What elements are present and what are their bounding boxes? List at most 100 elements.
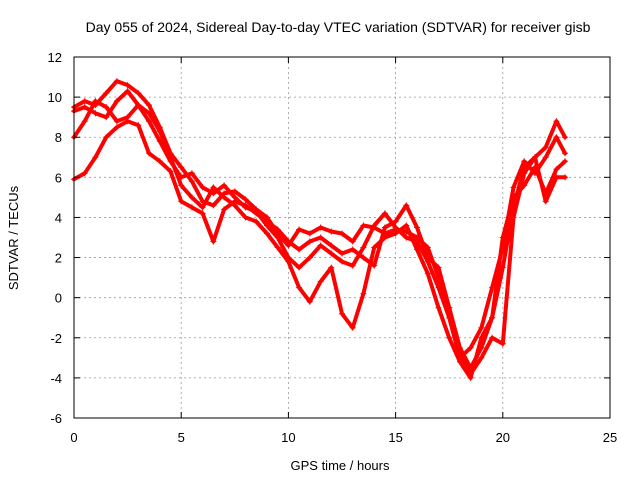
data-point-track-3 (562, 158, 568, 165)
data-point-track-3 (264, 230, 270, 237)
chart-title: Day 055 of 2024, Sidereal Day-to-day VTE… (86, 19, 591, 35)
data-point-track-3 (221, 194, 228, 201)
data-point-track-2 (339, 258, 345, 265)
data-point-track-3 (339, 310, 345, 317)
data-point-track-1 (113, 78, 120, 85)
data-point-track-4 (349, 246, 356, 253)
data-point-track-3 (435, 304, 442, 311)
data-point-track-2 (542, 154, 549, 161)
data-point-track-4 (231, 198, 238, 205)
data-point-track-1 (339, 230, 345, 237)
data-point-track-4 (285, 238, 292, 245)
data-point-track-2 (435, 284, 442, 291)
data-point-track-3 (392, 230, 399, 237)
data-point-track-3 (167, 154, 174, 161)
data-point-track-3 (253, 218, 260, 225)
data-point-track-2 (328, 250, 335, 257)
data-point-track-1 (349, 238, 356, 245)
data-point-track-1 (296, 226, 303, 233)
data-point-track-3 (349, 324, 356, 331)
data-point-track-3 (328, 264, 335, 271)
data-point-track-4 (403, 202, 410, 209)
data-point-track-4 (381, 224, 388, 231)
data-point-track-3 (285, 258, 292, 265)
data-point-track-2 (92, 110, 99, 117)
y-tick-label: -4 (50, 371, 62, 386)
data-point-track-3 (489, 314, 496, 321)
data-point-track-4 (113, 124, 120, 131)
x-tick-label: 15 (388, 430, 402, 445)
data-point-track-1 (306, 230, 313, 237)
data-point-track-1 (562, 134, 568, 141)
y-tick-label: 6 (55, 170, 62, 185)
data-point-track-2 (199, 184, 206, 191)
data-point-track-3 (510, 194, 517, 201)
data-point-track-2 (188, 170, 195, 177)
data-point-track-4 (188, 204, 195, 211)
data-point-track-2 (467, 344, 474, 351)
data-point-track-2 (562, 150, 568, 157)
data-point-track-4 (553, 174, 560, 181)
data-point-track-3 (296, 284, 303, 291)
data-point-track-2 (510, 184, 517, 191)
data-point-track-4 (467, 370, 474, 377)
data-point-track-3 (178, 182, 185, 189)
data-point-track-4 (146, 150, 152, 157)
data-point-track-1 (81, 98, 88, 105)
data-point-track-4 (135, 122, 142, 129)
y-tick-label: -2 (50, 331, 62, 346)
data-point-track-2 (296, 264, 303, 271)
data-point-track-4 (499, 340, 506, 347)
data-point-track-4 (306, 238, 313, 245)
series-layer (71, 78, 568, 381)
data-point-track-3 (156, 128, 163, 135)
data-point-track-4 (167, 168, 174, 175)
data-point-track-3 (135, 102, 142, 109)
data-point-track-2 (521, 158, 528, 165)
data-point-track-4 (424, 254, 431, 261)
x-tick-label: 20 (496, 430, 510, 445)
data-point-track-2 (274, 234, 281, 241)
data-point-track-3 (199, 204, 206, 211)
data-point-track-1 (124, 82, 131, 89)
y-tick-label: 10 (48, 90, 62, 105)
data-point-track-2 (478, 324, 485, 331)
data-point-track-3 (414, 246, 420, 253)
data-point-track-4 (178, 198, 185, 205)
data-point-track-2 (113, 98, 120, 105)
data-point-track-2 (349, 262, 356, 269)
data-point-track-1 (317, 224, 324, 231)
y-axis-label: SDTVAR / TECUs (6, 185, 21, 290)
x-tick-label: 0 (70, 430, 77, 445)
data-point-track-2 (371, 222, 378, 229)
y-tick-label: -6 (50, 411, 62, 426)
data-point-track-3 (188, 194, 195, 201)
data-point-track-3 (553, 166, 560, 173)
data-point-track-3 (478, 334, 485, 341)
data-point-track-4 (92, 154, 99, 161)
data-point-track-3 (103, 104, 110, 111)
data-point-track-2 (360, 244, 367, 251)
y-tick-label: 0 (55, 291, 62, 306)
data-point-track-4 (521, 170, 528, 177)
data-point-track-3 (499, 234, 506, 241)
data-point-track-4 (103, 134, 110, 141)
data-point-track-4 (264, 218, 270, 225)
data-point-track-4 (392, 218, 399, 225)
data-point-track-1 (360, 222, 367, 229)
data-point-track-1 (542, 144, 549, 151)
data-point-track-3 (446, 334, 453, 341)
data-point-track-2 (403, 234, 410, 241)
data-point-track-3 (274, 244, 281, 251)
data-point-track-1 (231, 188, 238, 195)
data-point-track-3 (360, 290, 367, 297)
data-point-track-1 (328, 228, 335, 235)
data-point-track-4 (339, 250, 345, 257)
data-point-track-3 (403, 222, 410, 229)
data-point-track-4 (542, 198, 549, 205)
data-point-track-4 (124, 118, 131, 125)
data-point-track-3 (146, 110, 152, 117)
data-point-track-4 (221, 206, 228, 213)
x-tick-label: 25 (603, 430, 617, 445)
